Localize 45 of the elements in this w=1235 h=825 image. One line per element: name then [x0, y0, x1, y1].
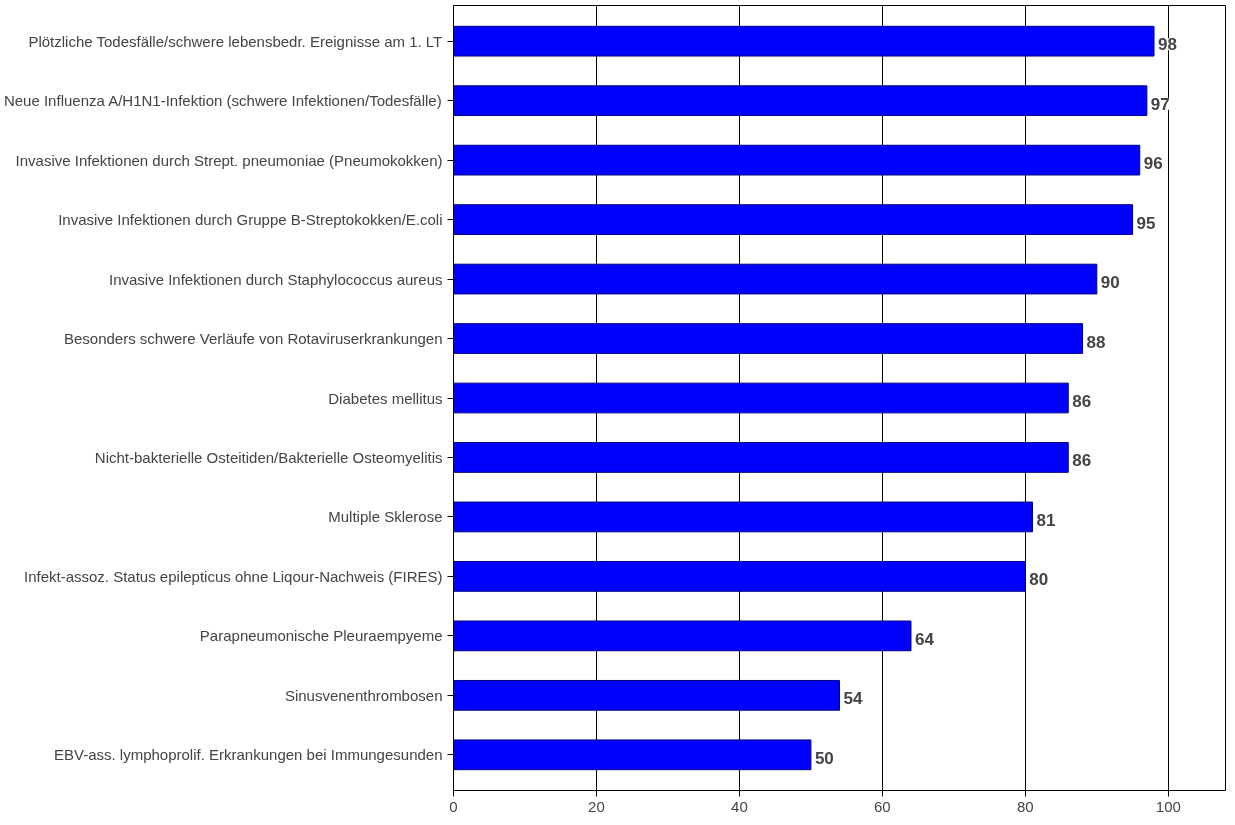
y-tick-label: Neue Influenza A/H1N1-Infektion (schwere Infektionen/Todesfälle) — [3, 92, 442, 110]
data-label: 50 — [814, 748, 834, 768]
bar — [453, 382, 1069, 414]
bar — [453, 85, 1148, 117]
bar — [453, 25, 1155, 57]
bar — [453, 323, 1084, 354]
y-tick-label: Nicht-bakterielle Osteitiden/Bakterielle Osteomyelitis — [94, 448, 443, 466]
data-label: 80 — [1029, 570, 1049, 590]
data-label: 96 — [1143, 154, 1163, 174]
data-label: 81 — [1036, 510, 1056, 530]
data-label: 86 — [1072, 392, 1092, 411]
y-tick-label: Diabetes mellitus — [328, 389, 443, 407]
y-tick-label: Invasive Infektionen durch Strept. pneumoniae (Pneumokokken) — [15, 151, 443, 169]
data-label: 98 — [1158, 35, 1177, 55]
y-tick-label: Multiple Sklerose — [328, 508, 443, 526]
y-tick-label: Invasive Infektionen durch Staphylococcus aureus — [108, 270, 443, 288]
x-tick-label: 100 — [1155, 797, 1181, 815]
y-tick-label: EBV-ass. lymphoprolif. Erkrankungen bei Immungesunden — [53, 746, 443, 764]
data-label: 86 — [1072, 451, 1092, 471]
bar — [453, 739, 812, 771]
bar — [453, 442, 1069, 473]
bar — [453, 561, 1026, 592]
data-label: 64 — [914, 629, 935, 649]
data-label: 54 — [843, 689, 863, 709]
x-tick-label: 40 — [731, 797, 748, 815]
y-tick-label: Parapneumonische Pleuraempyeme — [199, 627, 443, 645]
x-tick-label: 20 — [588, 797, 605, 815]
bar — [453, 679, 840, 711]
data-label: 97 — [1150, 94, 1170, 114]
data-label: 95 — [1136, 213, 1156, 233]
y-tick-label: Sinusvenenthrombosen — [284, 686, 443, 704]
bar — [453, 501, 1033, 533]
y-tick-label: Invasive Infektionen durch Gruppe B-Streptokokken/E.coli — [58, 211, 443, 229]
bar — [453, 263, 1098, 295]
y-tick-label: Infekt-assoz. Status epilepticus ohne Liqour-Nachweis (FIRES) — [23, 567, 443, 585]
y-tick-label: Plötzliche Todesfälle/schwere lebensbedr. Ereignisse am 1. LT — [28, 32, 443, 50]
x-tick-label: 80 — [1017, 797, 1034, 815]
bar — [453, 620, 912, 652]
data-label: 88 — [1086, 332, 1106, 352]
bar — [453, 144, 1141, 176]
data-label: 90 — [1100, 273, 1120, 293]
x-tick-label: 0 — [449, 797, 458, 815]
bar — [453, 204, 1134, 235]
y-tick-label: Besonders schwere Verläufe von Rotaviruserkrankungen — [63, 330, 443, 348]
x-tick-label: 60 — [874, 797, 891, 815]
